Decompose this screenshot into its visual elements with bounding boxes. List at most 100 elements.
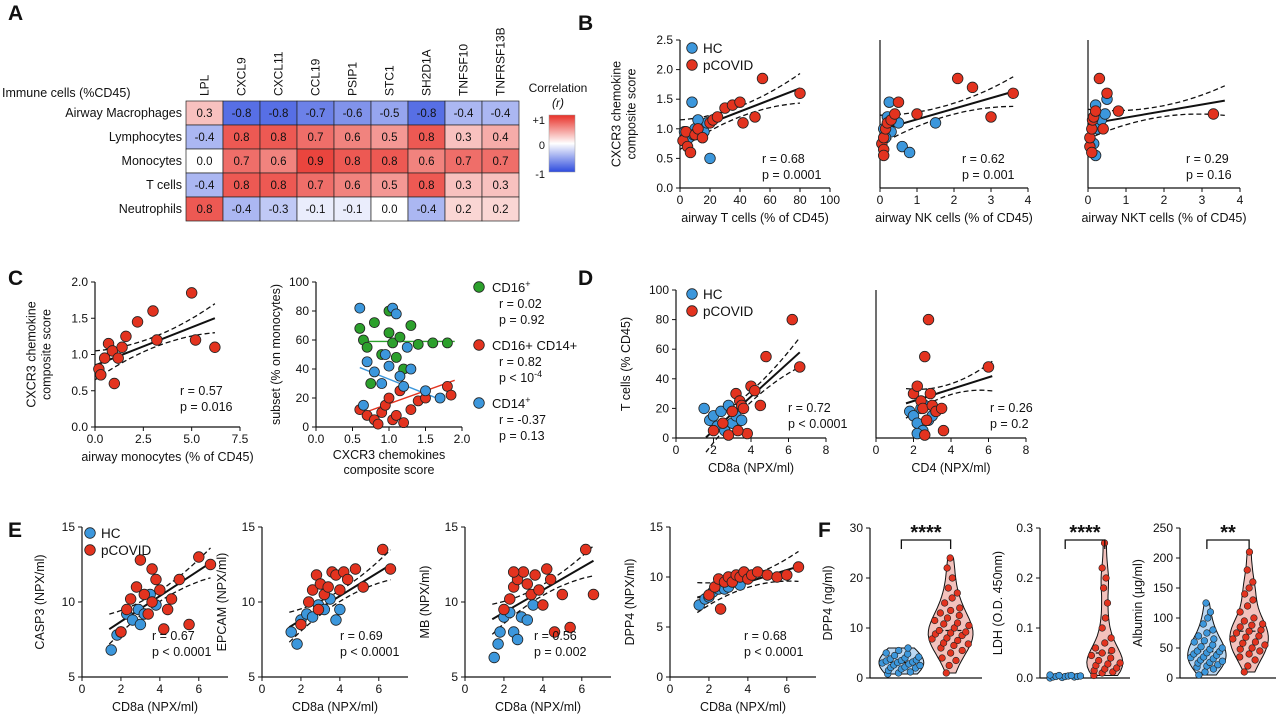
x-tick-label: 4 [748,443,755,457]
x-tick-label: 1.0 [381,432,398,446]
x-tick-label: 2 [710,443,717,457]
data-point-cd16 [427,337,439,349]
data-point-pcovid [1232,629,1241,637]
heatmap-cell [370,100,409,126]
data-point-pcovid [185,287,198,299]
data-point-cd16 [383,327,395,339]
data-point-hc [904,650,912,658]
heatmap-cell-label: 0.3 [197,108,213,120]
data-point-hc [1197,643,1205,651]
heatmap-cell-label: 0.7 [234,156,250,168]
data-point-pcovid [146,596,158,608]
y-tick-label: 30 [850,521,864,535]
data-point-cd16 [405,320,417,331]
heatmap-cell-label: -0.4 [232,204,252,216]
heatmap-cell [185,172,224,198]
confidence-band [905,360,993,390]
heatmap-cell [296,148,335,174]
data-point-cd14 [358,399,369,411]
data-point-pcovid [1091,644,1100,652]
y-tick-label: 1.0 [71,348,88,362]
data-point-pcovid [341,573,354,586]
x-tick-label: 2 [118,682,125,696]
x-axis-label: airway NK cells (% of CD45) [875,211,1033,225]
stats-text: r = -0.37 [499,413,546,427]
data-point-hc [511,633,524,646]
heatmap-cell-label: -0.3 [269,204,289,216]
data-point-pcovid [121,603,133,616]
data-point-pcovid [498,603,510,616]
data-point-pcovid [1259,620,1267,628]
data-point-pcovid [158,623,170,635]
y-tick-label: 0 [656,670,663,684]
scatter-panel-b3: 0 1 2 3 4 airway NKT cells (% of CD45) r = 0.2… [1081,40,1247,225]
x-tick-label: 4 [1025,193,1032,207]
data-point-hc [1201,668,1209,676]
data-point-pcovid [1229,635,1237,643]
stats-text: p < 0.0001 [152,645,211,659]
data-point-pcovid [1255,632,1263,640]
confidence-band [1087,113,1225,140]
data-point-hc [916,661,924,670]
data-point-cd14 [376,378,388,389]
data-point-cd16 [368,317,380,329]
data-point-pcovid [98,352,111,364]
data-point-pcovid [1101,87,1113,99]
data-point-hc [906,668,914,676]
data-point-cd16 [390,351,402,363]
heatmap-row-label: Neutrophils [119,202,182,216]
y-tick-label: 0.5 [656,151,673,165]
data-point-pcovid [722,429,735,441]
y-axis-label: EPCAM (NPX/ml) [215,553,229,652]
data-point-hc [929,117,942,129]
x-tick-label: 2 [1161,193,1168,207]
y-tick-label: 10 [650,570,664,584]
confidence-band [288,579,391,643]
data-point-pcovid [935,402,948,415]
data-point-pcovid [1112,105,1125,117]
heatmap-cell-label: 0.4 [493,132,510,144]
y-tick-label: 5 [68,670,75,684]
y-tick-label: 0.0 [71,420,88,434]
stats-text: r = 0.67 [152,629,195,643]
data-point-pcovid [112,352,124,364]
data-point-pcovid [1240,668,1248,676]
data-point-pcovid [134,554,147,566]
data-point-pcovid [889,108,901,120]
y-axis-label: CASP3 (NPX/ml) [33,554,47,649]
heatmap-cell-label: -0.4 [195,132,215,144]
x-tick-label: 6 [783,682,790,696]
heatmap-cell [481,172,520,198]
stats-text: r = 0.72 [788,401,831,415]
data-point-hc [488,651,500,664]
data-point-hc [334,603,346,616]
heatmap-cell-label: 0.9 [308,156,324,168]
heatmap-legend-title: Correlation [529,81,588,95]
data-point-pcovid [956,604,964,612]
data-point-pcovid [943,564,951,572]
data-point-pcovid [1240,617,1248,625]
data-point-hc [134,618,147,631]
data-point-pcovid [533,584,545,596]
x-tick-label: 8 [1023,443,1030,457]
data-point-pcovid [1086,146,1098,159]
data-point-hc [915,653,923,661]
data-point-hc [1046,671,1054,679]
data-point-pcovid [537,599,549,611]
x-axis-label: CD8a (NPX/ml) [292,700,378,714]
x-tick-label: 8 [823,443,830,457]
data-point-hc [686,96,698,108]
data-point-pcovid [911,380,923,392]
heatmap-cell-label: -0.5 [380,108,400,120]
data-point-cd14 [361,356,373,368]
heatmap-cell-label: 0.7 [308,132,324,144]
heatmap-cell-label: 0.5 [382,132,398,144]
stats-text: r = 0.62 [962,152,1005,166]
stats-text: p = 0.16 [1186,168,1232,182]
data-point-pcovid [1116,659,1124,667]
heatmap-legend-bar [548,114,576,173]
data-point-pcovid [707,424,720,437]
data-point-hc [890,651,899,660]
data-point-pcovid [579,543,592,556]
data-point-pcovid [917,402,929,415]
